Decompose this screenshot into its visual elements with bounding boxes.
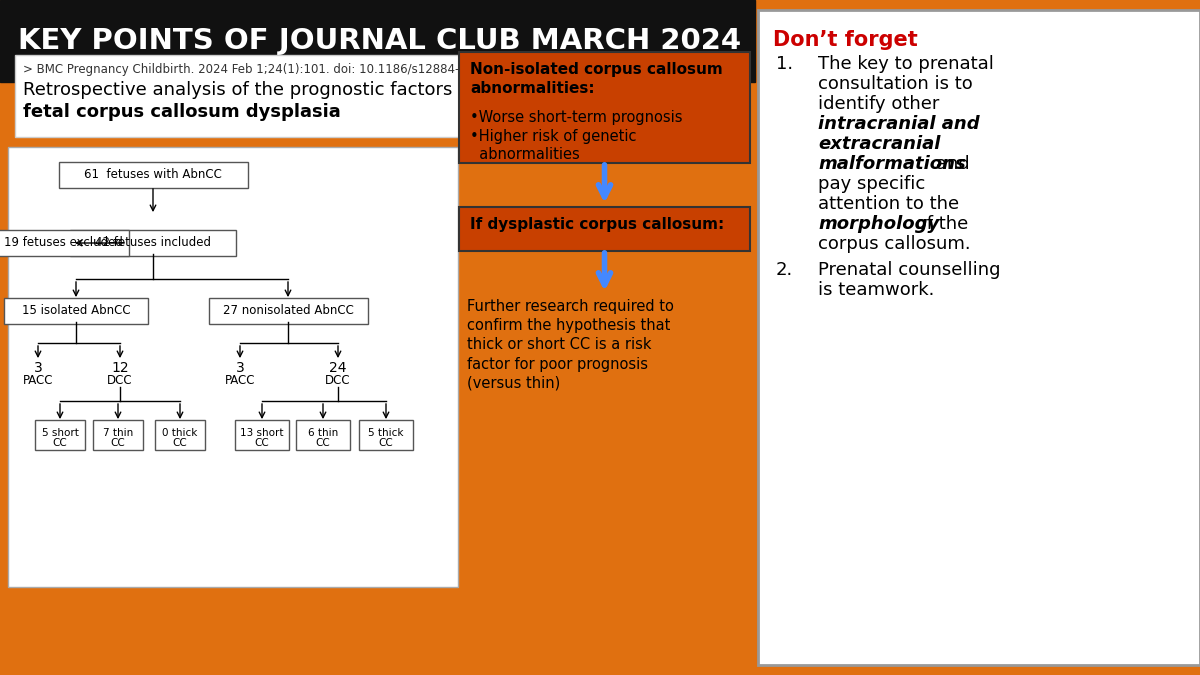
Text: The key to prenatal: The key to prenatal xyxy=(818,55,994,73)
Text: Don’t forget: Don’t forget xyxy=(773,30,918,50)
Text: •Worse short-term prognosis
•Higher risk of genetic
  abnormalities: •Worse short-term prognosis •Higher risk… xyxy=(470,110,683,162)
Text: consultation is to: consultation is to xyxy=(818,75,973,93)
Text: CC: CC xyxy=(254,438,269,448)
Text: and: and xyxy=(930,155,970,173)
Text: 6 thin: 6 thin xyxy=(308,428,338,438)
FancyBboxPatch shape xyxy=(94,420,143,450)
FancyBboxPatch shape xyxy=(458,207,750,251)
Text: CC: CC xyxy=(53,438,67,448)
Text: 42 fetuses included: 42 fetuses included xyxy=(95,236,211,250)
Text: DCC: DCC xyxy=(325,373,350,387)
Text: 27 nonisolated AbnCC: 27 nonisolated AbnCC xyxy=(222,304,354,317)
Text: PACC: PACC xyxy=(23,373,53,387)
Text: Non-isolated corpus callosum
abnormalities:: Non-isolated corpus callosum abnormaliti… xyxy=(470,62,722,96)
FancyBboxPatch shape xyxy=(59,162,247,188)
Text: PACC: PACC xyxy=(224,373,256,387)
Text: Retrospective analysis of the prognostic factors of: Retrospective analysis of the prognostic… xyxy=(23,81,475,99)
FancyBboxPatch shape xyxy=(155,420,205,450)
FancyBboxPatch shape xyxy=(209,298,367,324)
Text: morphology: morphology xyxy=(818,215,940,233)
FancyBboxPatch shape xyxy=(296,420,350,450)
Text: 13 short: 13 short xyxy=(240,428,283,438)
Text: 19 fetuses excluded: 19 fetuses excluded xyxy=(4,236,122,250)
Text: 61  fetuses with AbnCC: 61 fetuses with AbnCC xyxy=(84,169,222,182)
FancyBboxPatch shape xyxy=(758,10,1200,665)
Text: CC: CC xyxy=(173,438,187,448)
FancyBboxPatch shape xyxy=(359,420,413,450)
Text: fetal corpus callosum dysplasia: fetal corpus callosum dysplasia xyxy=(23,103,341,121)
Text: pay specific: pay specific xyxy=(818,175,925,193)
Text: extracranial: extracranial xyxy=(818,135,941,153)
FancyBboxPatch shape xyxy=(4,298,148,324)
Text: DCC: DCC xyxy=(107,373,133,387)
FancyBboxPatch shape xyxy=(235,420,289,450)
Text: KEY POINTS OF JOURNAL CLUB MARCH 2024: KEY POINTS OF JOURNAL CLUB MARCH 2024 xyxy=(18,27,742,55)
Text: 7 thin: 7 thin xyxy=(103,428,133,438)
Text: 1.: 1. xyxy=(776,55,793,73)
Text: CC: CC xyxy=(379,438,394,448)
Text: CC: CC xyxy=(316,438,330,448)
Bar xyxy=(0,0,755,82)
Text: 12: 12 xyxy=(112,361,128,375)
Text: 15 isolated AbnCC: 15 isolated AbnCC xyxy=(22,304,131,317)
Text: Prenatal counselling: Prenatal counselling xyxy=(818,261,1001,279)
FancyBboxPatch shape xyxy=(0,230,130,256)
Text: 24: 24 xyxy=(329,361,347,375)
FancyBboxPatch shape xyxy=(35,420,85,450)
FancyBboxPatch shape xyxy=(70,230,236,256)
FancyBboxPatch shape xyxy=(8,147,458,587)
Text: Further research required to
confirm the hypothesis that
thick or short CC is a : Further research required to confirm the… xyxy=(467,299,674,391)
Text: corpus callosum.: corpus callosum. xyxy=(818,235,971,253)
Text: 5 thick: 5 thick xyxy=(368,428,403,438)
Text: identify other: identify other xyxy=(818,95,940,113)
FancyBboxPatch shape xyxy=(14,55,734,137)
Text: is teamwork.: is teamwork. xyxy=(818,281,935,299)
Text: intracranial and: intracranial and xyxy=(818,115,979,133)
Text: 5 short: 5 short xyxy=(42,428,78,438)
Text: > BMC Pregnancy Childbirth. 2024 Feb 1;24(1):101. doi: 10.1186/s12884-024-06300-: > BMC Pregnancy Childbirth. 2024 Feb 1;2… xyxy=(23,63,540,76)
Text: CC: CC xyxy=(110,438,125,448)
Text: 0 thick: 0 thick xyxy=(162,428,198,438)
Text: malformations: malformations xyxy=(818,155,966,173)
Text: of the: of the xyxy=(910,215,968,233)
Text: 3: 3 xyxy=(34,361,42,375)
Text: attention to the: attention to the xyxy=(818,195,959,213)
Text: 3: 3 xyxy=(235,361,245,375)
Text: 2.: 2. xyxy=(776,261,793,279)
FancyBboxPatch shape xyxy=(458,52,750,163)
Text: If dysplastic corpus callosum:: If dysplastic corpus callosum: xyxy=(470,217,725,232)
